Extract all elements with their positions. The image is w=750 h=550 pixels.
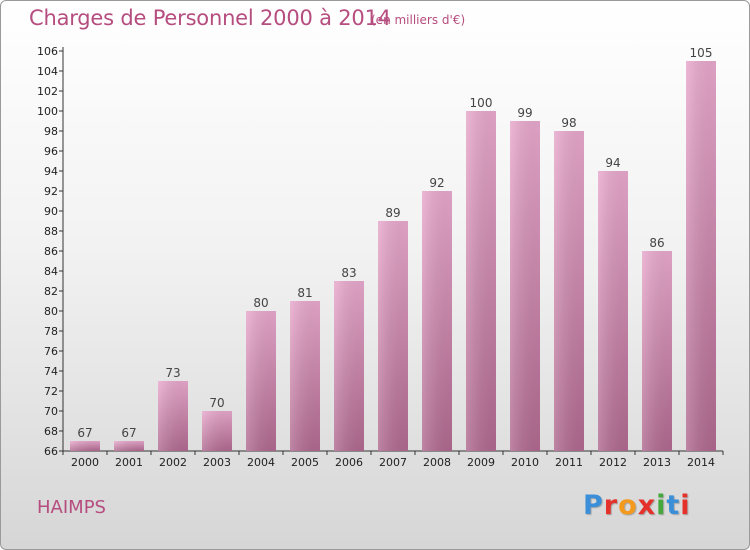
bar-shade (246, 311, 276, 451)
y-tick-label: 78 (44, 325, 58, 338)
bar-shade (466, 111, 496, 451)
y-tick-label: 100 (37, 105, 58, 118)
y-tick-label: 74 (44, 365, 58, 378)
bar-value-label: 83 (341, 266, 356, 280)
bar-value-label: 81 (297, 286, 312, 300)
x-tick-label: 2012 (599, 456, 627, 469)
bar-value-label: 67 (77, 426, 92, 440)
y-tick-label: 88 (44, 225, 58, 238)
bar-value-label: 67 (121, 426, 136, 440)
y-tick-label: 84 (44, 265, 58, 278)
bar-value-label: 92 (429, 176, 444, 190)
bar-shade (554, 131, 584, 451)
commune-name: HAIMPS (37, 497, 106, 518)
bar-shade (290, 301, 320, 451)
x-tick-label: 2004 (247, 456, 275, 469)
x-tick-label: 2010 (511, 456, 539, 469)
y-tick-label: 86 (44, 245, 58, 258)
x-tick-label: 2006 (335, 456, 363, 469)
bar-shade (378, 221, 408, 451)
logo-letter: x (637, 490, 657, 521)
y-tick-label: 66 (44, 445, 58, 458)
y-tick-label: 82 (44, 285, 58, 298)
x-tick-label: 2009 (467, 456, 495, 469)
y-tick-label: 70 (44, 405, 58, 418)
proxiti-logo: Proxiti (583, 490, 691, 521)
y-tick-label: 76 (44, 345, 58, 358)
logo-letter: t (666, 490, 681, 521)
x-tick-label: 2003 (203, 456, 231, 469)
logo-letter: i (656, 490, 667, 521)
logo-letter: i (680, 490, 691, 521)
x-tick-label: 2013 (643, 456, 671, 469)
x-tick-label: 2005 (291, 456, 319, 469)
bar-value-label: 80 (253, 296, 268, 310)
y-tick-label: 102 (37, 85, 58, 98)
bar-value-label: 94 (605, 156, 620, 170)
bar-shade (70, 441, 100, 451)
bar-value-label: 99 (517, 106, 532, 120)
x-tick-label: 2007 (379, 456, 407, 469)
logo-letter: P (583, 490, 604, 521)
x-tick-label: 2002 (159, 456, 187, 469)
x-tick-label: 2014 (687, 456, 715, 469)
chart-title: Charges de Personnel 2000 à 2014 (29, 6, 391, 30)
y-tick-label: 96 (44, 145, 58, 158)
bar-shade (334, 281, 364, 451)
bar-shade (202, 411, 232, 451)
y-tick-label: 106 (37, 45, 58, 58)
y-tick-label: 92 (44, 185, 58, 198)
bar-value-label: 86 (649, 236, 664, 250)
y-tick-label: 98 (44, 125, 58, 138)
bar-shade (642, 251, 672, 451)
bar-value-label: 105 (690, 46, 713, 60)
bar-shade (686, 61, 716, 451)
y-tick-label: 104 (37, 65, 58, 78)
x-tick-label: 2000 (71, 456, 99, 469)
x-tick-label: 2001 (115, 456, 143, 469)
bar-shade (510, 121, 540, 451)
bar-value-label: 98 (561, 116, 576, 130)
logo-letter: o (618, 490, 638, 521)
bar-value-label: 70 (209, 396, 224, 410)
bar-shade (422, 191, 452, 451)
y-tick-label: 94 (44, 165, 58, 178)
y-tick-label: 68 (44, 425, 58, 438)
bar-shade (598, 171, 628, 451)
y-tick-label: 80 (44, 305, 58, 318)
y-tick-label: 90 (44, 205, 58, 218)
bar-shade (114, 441, 144, 451)
x-tick-label: 2011 (555, 456, 583, 469)
x-tick-label: 2008 (423, 456, 451, 469)
bar-value-label: 89 (385, 206, 400, 220)
bar-value-label: 73 (165, 366, 180, 380)
chart-subtitle: (en milliers d'€) (371, 13, 466, 27)
logo-letter: r (603, 490, 619, 521)
bar-shade (158, 381, 188, 451)
bar-value-label: 100 (470, 96, 493, 110)
y-tick-label: 72 (44, 385, 58, 398)
